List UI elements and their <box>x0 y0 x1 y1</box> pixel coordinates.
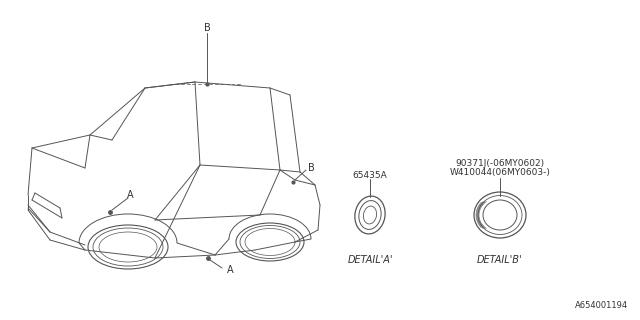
Text: 65435A: 65435A <box>353 171 387 180</box>
Text: DETAIL'A': DETAIL'A' <box>348 255 393 265</box>
Text: 90371J(-06MY0602): 90371J(-06MY0602) <box>456 158 545 167</box>
Text: A654001194: A654001194 <box>575 301 628 310</box>
Text: B: B <box>204 23 211 33</box>
Text: A: A <box>127 190 133 200</box>
Text: DETAIL'B': DETAIL'B' <box>477 255 523 265</box>
Text: A: A <box>227 265 234 275</box>
Text: W410044(06MY0603-): W410044(06MY0603-) <box>449 169 550 178</box>
Text: B: B <box>308 163 315 173</box>
